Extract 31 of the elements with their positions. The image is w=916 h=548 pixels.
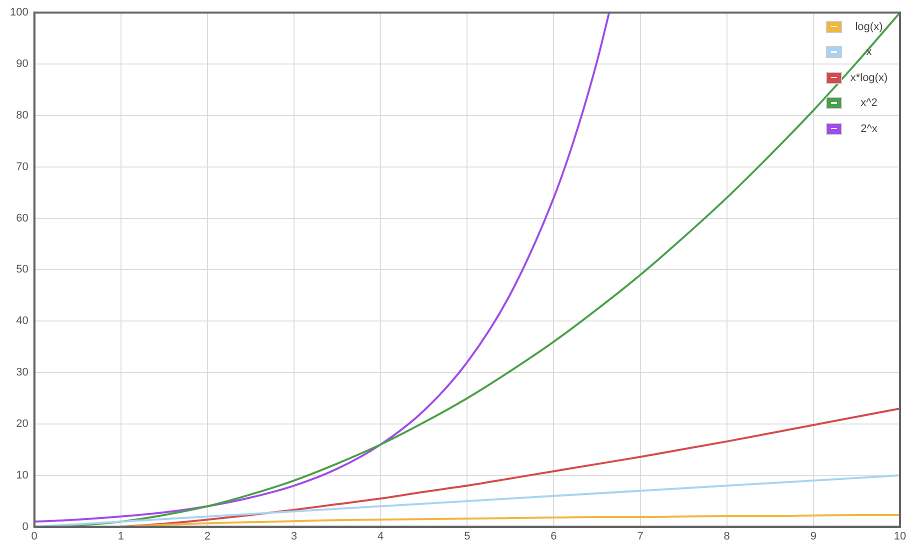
y-tick-label: 20 [16, 418, 28, 430]
y-tick-label: 100 [10, 6, 28, 19]
x-tick-label: 7 [637, 530, 644, 542]
x-tick-label: 0 [31, 530, 38, 542]
x-tick-label: 3 [290, 530, 298, 542]
line-series [33, 12, 901, 528]
legend-label: x [865, 46, 873, 58]
x-tick-label: 1 [118, 530, 124, 542]
x-tick-label: 9 [810, 530, 816, 542]
legend-label: log(x) [854, 20, 884, 33]
y-tick-label: 90 [16, 58, 28, 70]
x-tick-label: 4 [378, 530, 384, 542]
y-tick-label: 70 [16, 160, 28, 173]
legend-label: x^2 [860, 97, 878, 110]
y-tick-label: 10 [16, 469, 28, 482]
y-tick-label: 0 [22, 520, 28, 533]
legend-label: 2^x [860, 122, 878, 135]
legend-label: x*log(x) [849, 72, 889, 84]
x-tick-label: 5 [464, 530, 470, 542]
line-series [120, 514, 901, 528]
y-tick-label: 30 [16, 366, 28, 379]
line-series [120, 408, 901, 528]
y-tick-label: 80 [16, 109, 28, 122]
y-tick-label: 40 [16, 315, 28, 328]
y-tick-label: 60 [16, 212, 28, 224]
x-tick-label: 8 [724, 530, 730, 542]
x-tick-label: 10 [894, 530, 906, 542]
y-tick-label: 50 [16, 264, 28, 276]
x-tick-label: 2 [204, 530, 211, 542]
x-tick-label: 6 [550, 530, 557, 542]
line-series [33, 12, 610, 523]
